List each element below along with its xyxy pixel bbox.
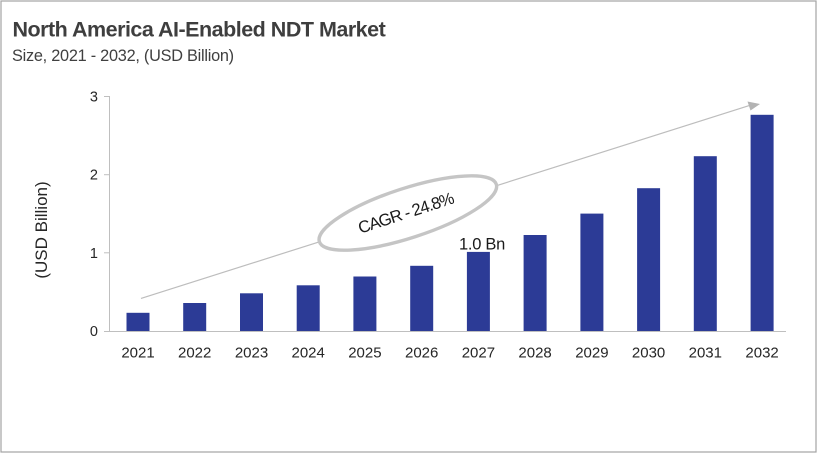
svg-text:2024: 2024 [292,345,325,362]
svg-text:(USD Billion): (USD Billion) [32,181,51,278]
svg-text:2032: 2032 [745,345,778,362]
svg-text:2031: 2031 [689,345,722,362]
svg-text:1: 1 [90,246,98,262]
svg-text:2030: 2030 [632,345,665,362]
svg-text:0: 0 [90,324,98,340]
svg-text:2026: 2026 [405,345,438,362]
svg-text:2029: 2029 [575,345,608,362]
svg-text:3: 3 [90,90,98,106]
svg-text:2021: 2021 [121,345,154,362]
svg-text:North America AI-Enabled NDT M: North America AI-Enabled NDT Market [13,18,386,42]
svg-text:2: 2 [90,168,98,184]
svg-text:2028: 2028 [518,345,551,362]
svg-text:2025: 2025 [348,345,381,362]
svg-text:1.0 Bn: 1.0 Bn [459,236,505,254]
svg-text:2022: 2022 [178,345,211,362]
svg-text:2027: 2027 [462,345,495,362]
svg-text:2023: 2023 [235,345,268,362]
svg-text:Size, 2021 - 2032, (USD Billio: Size, 2021 - 2032, (USD Billion) [12,47,234,65]
